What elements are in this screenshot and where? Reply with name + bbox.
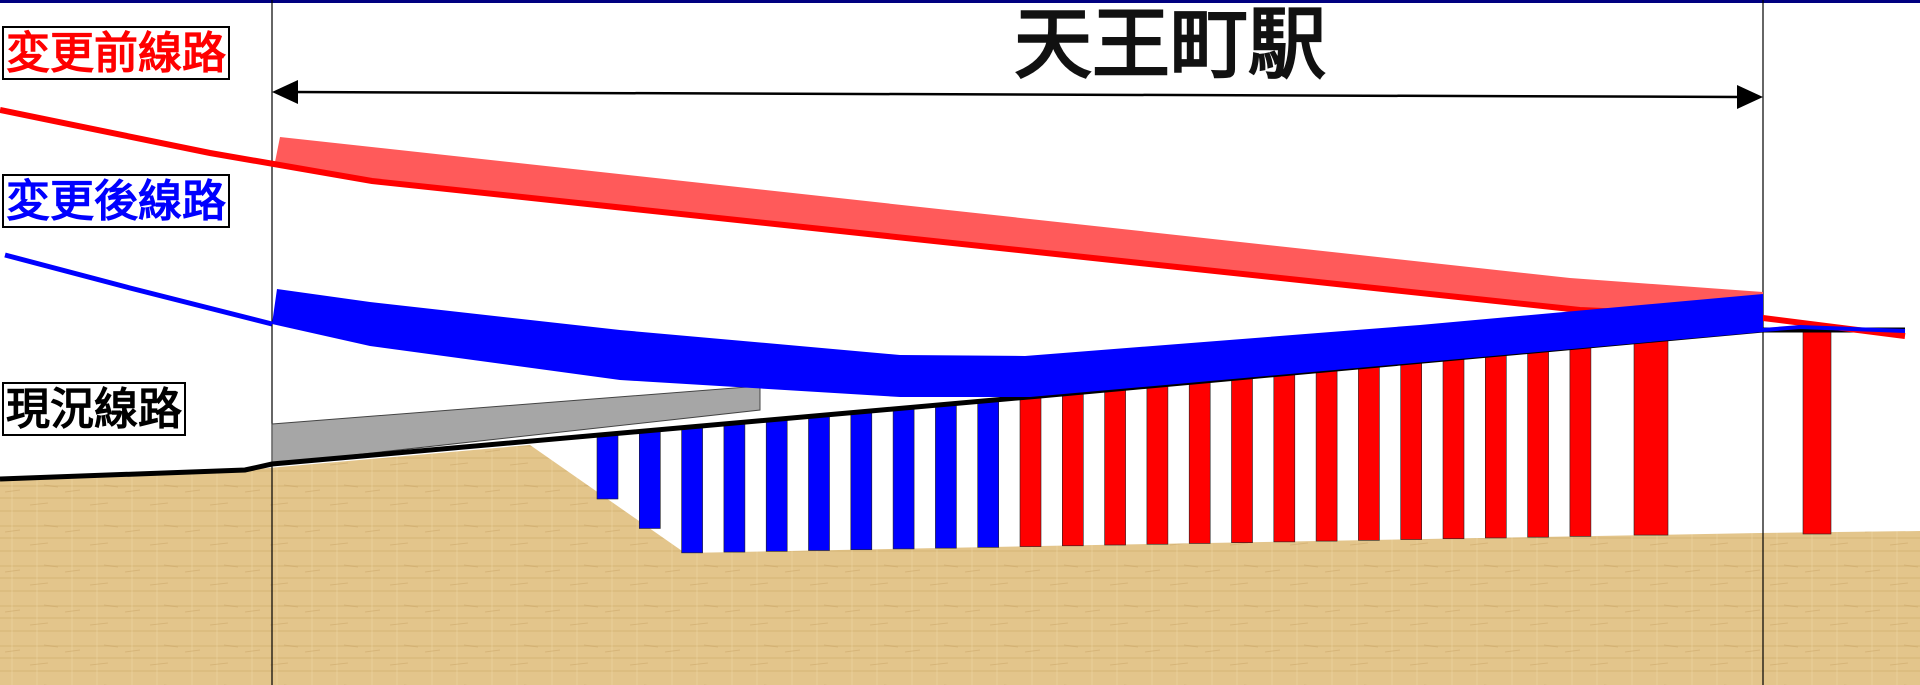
red-pier-8 [1358, 365, 1380, 541]
red-pier-11 [1485, 354, 1507, 539]
after-change-track-tail [1762, 324, 1906, 333]
legend-after-change-label: 変更後線路 [6, 176, 226, 227]
red-pier-6 [1273, 373, 1296, 543]
before-change-deck [275, 137, 1763, 310]
blue-pier-8 [935, 404, 957, 549]
red-pier-outer [1802, 331, 1832, 535]
blue-pier-4 [765, 419, 788, 552]
red-pier-4 [1188, 381, 1211, 544]
existing-viaduct-deck [271, 385, 761, 465]
red-piers [1019, 331, 1832, 547]
blue-pier-2 [681, 426, 703, 554]
red-pier-7 [1315, 369, 1338, 542]
red-pier-5 [1231, 377, 1253, 543]
after-change-deck [272, 289, 1763, 397]
station-extent-arrow [272, 80, 1763, 109]
blue-pier-3 [723, 422, 746, 553]
legend-before-change: 変更前線路 [2, 26, 230, 80]
after-change-track-line [4, 252, 273, 327]
red-pier-2 [1104, 388, 1126, 546]
station-title: 天王町駅 [1013, 0, 1326, 90]
legend-current: 現況線路 [2, 382, 186, 436]
blue-pier-0 [596, 433, 619, 500]
red-pier-12 [1527, 350, 1549, 538]
legend-before-change-label: 変更前線路 [6, 28, 226, 79]
top-border [0, 0, 1920, 3]
blue-pier-5 [808, 415, 830, 551]
red-pier-3 [1146, 384, 1169, 545]
red-pier-14 [1633, 339, 1669, 536]
before-change-track-line [0, 107, 1906, 339]
red-pier-1 [1062, 392, 1084, 547]
red-pier-13 [1569, 346, 1592, 537]
ground [0, 445, 1920, 685]
red-pier-10 [1442, 357, 1465, 540]
legend-after-change: 変更後線路 [2, 174, 230, 228]
blue-pier-6 [850, 411, 873, 551]
legend-current-label: 現況線路 [6, 384, 182, 435]
blue-pier-9 [977, 400, 1000, 548]
red-pier-9 [1400, 361, 1422, 540]
blue-pier-1 [638, 430, 661, 529]
blue-piers [596, 400, 1000, 554]
blue-pier-7 [892, 407, 915, 550]
red-pier-0 [1019, 396, 1042, 547]
